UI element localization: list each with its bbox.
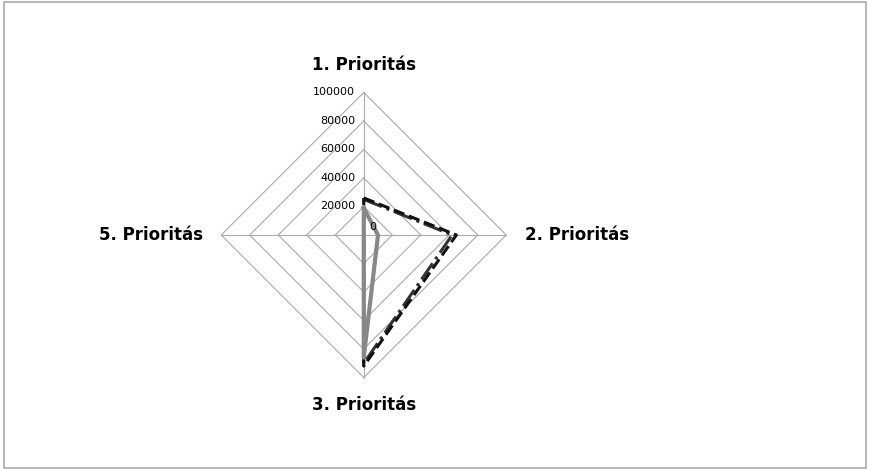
Text: 100000: 100000 [313,87,355,97]
Text: 60000: 60000 [320,144,355,155]
Text: 0: 0 [369,222,376,232]
Text: 1. Prioritás: 1. Prioritás [311,56,415,74]
Text: 20000: 20000 [320,202,355,212]
Text: 2. Prioritás: 2. Prioritás [524,226,628,244]
Text: 5. Prioritás: 5. Prioritás [98,226,202,244]
Text: 80000: 80000 [320,116,355,126]
Text: 3. Prioritás: 3. Prioritás [311,396,415,414]
Text: 40000: 40000 [320,173,355,183]
